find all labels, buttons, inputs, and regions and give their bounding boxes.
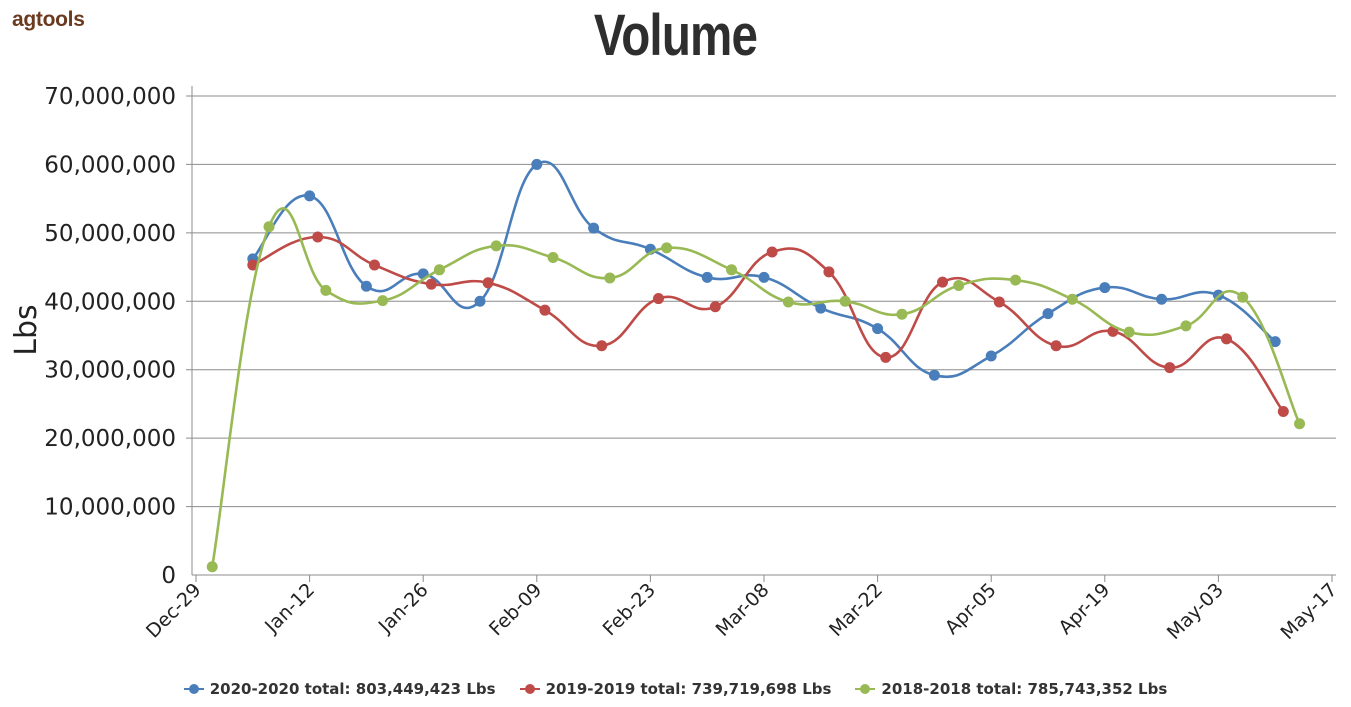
data-point <box>758 271 770 283</box>
series-0 <box>247 158 1281 381</box>
data-point <box>872 323 884 335</box>
data-point <box>1050 340 1062 352</box>
data-point <box>474 295 486 307</box>
data-point <box>1010 274 1022 286</box>
x-tick-label: Jan-26 <box>374 579 433 638</box>
data-point <box>953 280 965 292</box>
y-axis-label: Lbs <box>9 304 44 355</box>
data-point <box>425 278 437 290</box>
agtools-logo[interactable]: agtools <box>12 8 85 32</box>
data-point <box>547 251 559 263</box>
legend-item[interactable]: 2018-2018 total: 785,743,352 Lbs <box>855 680 1167 698</box>
data-point <box>433 264 445 276</box>
data-point <box>304 190 316 202</box>
data-point <box>588 222 600 234</box>
data-point <box>596 340 608 352</box>
data-point <box>993 296 1005 308</box>
logo-text: agtools <box>12 8 85 31</box>
y-tick-label: 50,000,000 <box>44 221 176 247</box>
data-point <box>766 246 778 258</box>
legend-swatch <box>519 683 540 695</box>
data-point <box>1156 293 1168 305</box>
x-tick-label: Apr-05 <box>941 579 1001 639</box>
y-tick-label: 60,000,000 <box>44 152 176 178</box>
data-point <box>482 277 494 289</box>
legend-label: 2019-2019 total: 739,719,698 Lbs <box>545 680 832 698</box>
x-tick-label: May-03 <box>1163 579 1228 644</box>
data-point <box>206 561 218 573</box>
series-line <box>252 235 1285 413</box>
y-tick-label: 70,000,000 <box>44 84 176 110</box>
x-tick-label: Mar-22 <box>825 579 887 641</box>
data-point <box>839 295 851 307</box>
data-point <box>312 231 324 243</box>
data-point <box>1180 320 1192 332</box>
data-point <box>709 301 721 313</box>
data-point <box>1123 326 1135 338</box>
data-point <box>1066 293 1078 305</box>
legend-swatch <box>183 683 204 695</box>
data-point <box>880 351 892 363</box>
data-point <box>815 302 827 314</box>
chart-title: Volume <box>593 3 758 68</box>
x-tick-label: May-17 <box>1276 579 1341 644</box>
data-point <box>247 259 259 271</box>
y-tick-label: 10,000,000 <box>44 495 176 521</box>
y-tick-label: 30,000,000 <box>44 358 176 384</box>
data-point <box>320 284 332 296</box>
data-point <box>369 259 381 271</box>
data-point <box>377 295 389 307</box>
data-point <box>782 296 794 308</box>
data-point <box>360 280 372 292</box>
legend-swatch <box>855 683 876 695</box>
gridlines <box>186 95 1336 508</box>
data-point <box>896 308 908 320</box>
x-tick-label: Apr-19 <box>1054 579 1114 639</box>
data-point <box>1277 405 1289 417</box>
data-point <box>490 240 502 252</box>
data-point <box>661 242 673 254</box>
y-tick-label: 0 <box>161 563 176 589</box>
data-point <box>604 272 616 284</box>
data-point <box>1042 308 1054 320</box>
x-axis: Dec-29 Jan-12 Jan-26 Feb-09 Feb-23 Mar-08 Mar-… <box>142 574 1342 644</box>
series-1 <box>247 231 1289 417</box>
data-point <box>263 221 275 233</box>
data-point <box>701 271 713 283</box>
series-line <box>251 160 1277 379</box>
legend-label: 2020-2020 total: 803,449,423 Lbs <box>209 680 496 698</box>
data-point <box>1099 282 1111 294</box>
y-tick-label: 20,000,000 <box>44 426 176 452</box>
data-point <box>1221 333 1233 345</box>
data-point <box>985 350 997 362</box>
data-point <box>1294 418 1306 430</box>
x-tick-label: Feb-09 <box>485 579 546 640</box>
series-2 <box>206 207 1306 573</box>
series-layer <box>206 158 1306 573</box>
legend-item[interactable]: 2020-2020 total: 803,449,423 Lbs <box>183 680 496 698</box>
data-point <box>1269 336 1281 348</box>
y-tick-label: 40,000,000 <box>44 289 176 315</box>
data-point <box>823 266 835 278</box>
data-point <box>531 158 543 170</box>
data-point <box>937 276 949 288</box>
x-tick-label: Jan-12 <box>260 579 319 638</box>
data-point <box>653 293 665 305</box>
data-point <box>928 369 940 381</box>
legend-item[interactable]: 2019-2019 total: 739,719,698 Lbs <box>519 680 832 698</box>
y-axis: 0 10,000,000 20,000,000 30,000,000 40,000,00… <box>44 84 193 589</box>
x-tick-label: Mar-08 <box>712 579 774 641</box>
data-point <box>539 304 551 316</box>
data-point <box>726 264 738 276</box>
data-point <box>1237 291 1249 303</box>
x-tick-label: Feb-23 <box>599 579 660 640</box>
legend: 2020-2020 total: 803,449,423 Lbs 2019-201… <box>0 680 1351 698</box>
legend-label: 2018-2018 total: 785,743,352 Lbs <box>881 680 1168 698</box>
data-point <box>1164 362 1176 374</box>
